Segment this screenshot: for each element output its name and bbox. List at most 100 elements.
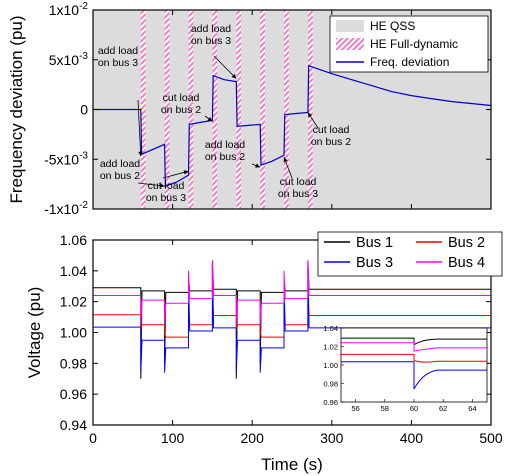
y-tick-label: 1.02 <box>60 294 87 310</box>
voltage-y-axis-label: Voltage (pu) <box>25 287 44 379</box>
inset-y-tick-label: 0.96 <box>323 398 338 407</box>
frequency-legend: HE QSS HE Full-dynamic Freq. deviation <box>329 15 489 73</box>
inset-y-tick-label: 1.02 <box>323 343 338 352</box>
annotation-line: add load <box>100 158 140 170</box>
annotation-line: cut load <box>313 124 350 136</box>
y-tick-label: 0 <box>80 102 88 118</box>
voltage-legend: Bus 1 Bus 2 Bus 3 Bus 4 <box>317 231 503 277</box>
y-tick-exponent: -2 <box>79 200 88 211</box>
y-tick-exponent: -3 <box>79 51 88 62</box>
inset-y-tick-label: 1.00 <box>323 361 338 370</box>
full-dynamic-band <box>307 10 313 209</box>
y-tick-base: -1x10 <box>44 201 79 217</box>
annotation-line: on bus 3 <box>146 192 186 204</box>
full-dynamic-band <box>164 10 170 209</box>
frequency-y-axis-label: Frequency deviation (pu) <box>7 15 26 203</box>
annotation-cut-load-bus-3: cut load on bus 3 <box>146 180 186 204</box>
annotation-line: on bus 3 <box>278 188 318 200</box>
inset-series-bus-4 <box>341 342 487 352</box>
inset-y-tick-label: 0.98 <box>323 380 338 389</box>
inset-x-tick-label: 62 <box>439 404 447 413</box>
y-tick-base: 1x10 <box>49 2 80 18</box>
annotation-arrowhead <box>231 73 237 79</box>
y-tick-label: 1x10-2 <box>49 1 89 18</box>
annotation-line: on bus 2 <box>100 170 140 182</box>
y-tick-label: -1x10-2 <box>44 200 88 217</box>
x-tick-label: 0 <box>89 430 97 446</box>
full-dynamic-band <box>236 10 242 209</box>
annotation-arrowhead <box>307 112 313 118</box>
inset-x-tick-label: 64 <box>468 404 476 413</box>
annotation-arrow <box>137 99 142 157</box>
legend-label-bus-3: Bus 3 <box>356 255 393 271</box>
annotation-arrowhead <box>207 117 213 122</box>
x-tick-label: 100 <box>161 430 185 446</box>
legend-label-qss: HE QSS <box>370 19 415 33</box>
inset-x-tick-label: 58 <box>381 404 389 413</box>
legend-box <box>317 231 503 277</box>
annotation-add-load-bus-3: add load on bus 3 <box>191 23 231 47</box>
legend-label-bus-1: Bus 1 <box>356 235 393 251</box>
y-tick-base: 0 <box>80 102 88 118</box>
y-tick-exponent: -2 <box>79 1 88 12</box>
full-dynamic-band <box>140 10 146 209</box>
y-tick-label: 1.06 <box>60 232 87 248</box>
full-dynamic-band <box>212 10 218 209</box>
inset-series-bus-3 <box>341 361 487 390</box>
annotation-cut-load-bus-2: cut load on bus 2 <box>161 92 201 116</box>
y-tick-label: 1.00 <box>60 325 87 341</box>
x-axis-label: Time (s) <box>261 455 323 474</box>
full-dynamic-band <box>284 10 289 209</box>
annotation-line: cut load <box>163 92 200 104</box>
x-tick-label: 200 <box>241 430 265 446</box>
y-tick-label: 0.98 <box>60 355 87 371</box>
legend-label-full-dynamic: HE Full-dynamic <box>370 37 458 51</box>
annotation-add-load-bus-2: add load on bus 2 <box>205 139 245 163</box>
annotation-add-load-bus-3: add load on bus 3 <box>98 45 138 69</box>
annotation-arrowhead <box>138 151 143 157</box>
y-tick-label: 0.94 <box>60 417 87 433</box>
y-tick-exponent: -3 <box>79 150 88 161</box>
annotation-line: cut load <box>148 180 185 192</box>
full-dynamic-band <box>260 10 265 209</box>
series-bus-3 <box>93 263 491 373</box>
inset-chart: 56 58 60 62 64 0.96 0.98 1.00 1.02 1.04 <box>323 324 488 413</box>
x-tick-label: 500 <box>479 430 503 446</box>
y-tick-label: 5x10-3 <box>49 51 89 68</box>
inset-y-tick-label: 1.04 <box>323 324 338 333</box>
annotation-arrow <box>213 55 237 79</box>
annotation-arrowhead <box>159 183 165 188</box>
annotation-line: on bus 3 <box>98 57 138 69</box>
annotation-line: cut load <box>280 176 317 188</box>
annotation-arrowhead <box>283 157 288 163</box>
inset-x-tick-label: 56 <box>351 404 359 413</box>
legend-swatch-qss <box>336 20 364 32</box>
inset-series-bus-2 <box>341 353 487 363</box>
legend-swatch-full-dynamic <box>336 38 364 50</box>
annotation-cut-load-bus-2: cut load on bus 2 <box>311 124 351 148</box>
annotation-line: on bus 2 <box>161 104 201 116</box>
legend-label-bus-2: Bus 2 <box>448 235 485 251</box>
annotation-line: on bus 2 <box>311 136 351 148</box>
y-tick-label: -5x10-3 <box>44 150 88 167</box>
series-bus-4 <box>93 259 491 325</box>
x-tick-label: 300 <box>320 430 344 446</box>
annotation-line: on bus 2 <box>205 151 245 163</box>
annotation-add-load-bus-2: add load on bus 2 <box>100 158 140 182</box>
y-tick-label: 0.96 <box>60 386 87 402</box>
y-tick-base: -5x10 <box>44 151 79 167</box>
annotation-line: on bus 3 <box>191 35 231 47</box>
y-tick-base: 5x10 <box>49 52 80 68</box>
annotation-cut-load-bus-3: cut load on bus 3 <box>278 176 318 200</box>
voltage-chart: 0 100 200 300 400 500 0.94 0.96 0.98 1.00 1.02 1.04… <box>25 231 503 474</box>
annotation-arrowhead <box>255 163 261 168</box>
annotation-arrowhead <box>183 170 189 175</box>
inset-x-tick-label: 60 <box>410 404 418 413</box>
x-tick-label: 400 <box>400 430 424 446</box>
annotation-line: add load <box>98 45 138 57</box>
y-tick-label: 1.04 <box>60 263 87 279</box>
annotation-line: add load <box>191 23 231 35</box>
legend-label-freq: Freq. deviation <box>370 55 449 69</box>
